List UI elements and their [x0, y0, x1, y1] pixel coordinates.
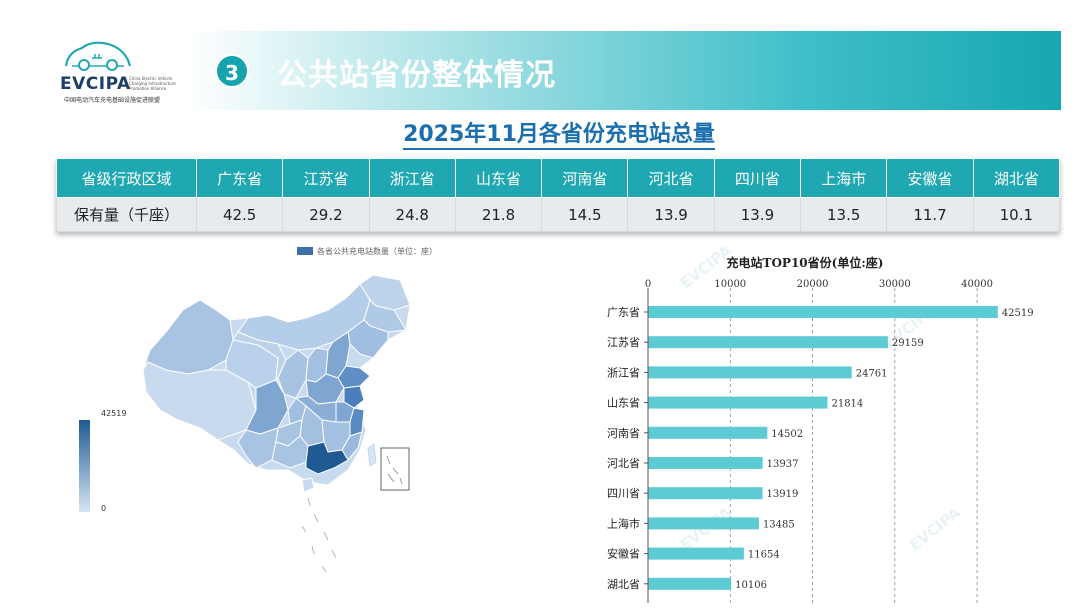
chart-x-tick-label: 40000	[961, 279, 993, 290]
section-title: 公共站省份整体情况	[277, 58, 556, 93]
chart-category-label: 上海市	[607, 516, 640, 530]
chart-x-tick-label: 20000	[797, 279, 829, 290]
map-region-gansu[interactable]	[232, 331, 287, 382]
chart-data-label: 10106	[735, 580, 767, 591]
table-header-cell: 湖北省	[972, 158, 1061, 198]
chart-bar[interactable]	[648, 336, 888, 349]
chart-data-label: 13485	[763, 519, 795, 530]
chart-x-tick-label: 30000	[879, 279, 911, 290]
visual-scale-min: 0	[101, 504, 107, 513]
visual-scale-gradient[interactable]	[79, 420, 90, 512]
table-value-cell: 24.8	[368, 197, 456, 232]
chart-category-label: 江苏省	[607, 336, 640, 349]
province-table: 省级行政区域 广东省 江苏省 浙江省 山东省 河南省 河北省 四川省 上海市 安…	[56, 158, 1061, 232]
chart-value-labels: 42519 29159 24761 21814 14502 13937 13919 13485…	[735, 308, 1033, 591]
table-header-cell: 四川省	[713, 158, 802, 198]
chart-bar[interactable]	[648, 426, 768, 439]
table-header-cell: 安徽省	[886, 158, 974, 198]
chart-category-label: 安徽省	[607, 547, 640, 561]
chart-x-tick-label: 10000	[714, 279, 746, 290]
chart-bar[interactable]	[648, 457, 763, 469]
table-header-cell: 浙江省	[368, 158, 456, 198]
map-region-taiwan[interactable]	[367, 443, 377, 467]
chart-data-label: 14502	[771, 429, 803, 440]
map-legend-swatch	[297, 247, 313, 255]
map-region-xinjiang[interactable]	[142, 299, 234, 375]
map-legend[interactable]: 各省公共充电站数量（单位：座）	[297, 246, 437, 257]
table-header-label: 省级行政区域	[56, 158, 197, 198]
table-value-cell: 29.2	[282, 197, 370, 232]
map-region-jiangsu[interactable]	[343, 385, 365, 409]
table-header-cell: 河南省	[541, 158, 629, 198]
chart-data-label: 13937	[767, 459, 799, 470]
map-legend-label: 各省公共充电站数量（单位：座）	[317, 247, 437, 256]
table-value-cell: 14.5	[541, 197, 629, 232]
chart-data-label: 29159	[892, 338, 924, 349]
table-value-cell: 10.1	[972, 197, 1061, 232]
table-value-row: 保有量（千座） 42.5 29.2 24.8 21.8 14.5 13.9 13…	[56, 197, 1061, 232]
table-value-cell: 13.9	[627, 197, 715, 232]
chart-category-label: 河北省	[607, 457, 640, 470]
table-value-cell: 13.5	[800, 197, 888, 232]
chart-x-tick-label: 0	[645, 279, 651, 290]
chart-bar[interactable]	[648, 306, 998, 318]
table-header-cell: 江苏省	[282, 158, 370, 198]
table-value-cell: 21.8	[454, 197, 543, 232]
map-region-hainan[interactable]	[301, 477, 315, 493]
section-banner	[188, 31, 1061, 110]
table-row-label: 保有量（千座）	[56, 197, 197, 232]
page-title: 2025年11月各省份充电站总量	[0, 116, 1080, 150]
chart-data-label: 11654	[748, 550, 780, 561]
table-header-cell: 山东省	[454, 158, 543, 198]
table-value-cell: 13.9	[713, 197, 802, 232]
logo-tagline: China Electric Vehicle Charging Infrastr…	[129, 76, 176, 91]
table-header-row: 省级行政区域 广东省 江苏省 浙江省 山东省 河南省 河北省 四川省 上海市 安…	[56, 158, 1061, 198]
evcipa-logo: EVCIPA China Electric Vehicle Charging I…	[58, 38, 178, 108]
chart-data-label: 24761	[856, 368, 888, 379]
chart-category-label: 河南省	[607, 427, 640, 440]
logo-brand: EVCIPA	[60, 74, 131, 94]
chart-bar[interactable]	[648, 366, 852, 379]
chart-category-label: 浙江省	[607, 366, 640, 379]
chart-title: 充电站TOP10省份(单位:座)	[727, 255, 884, 270]
map-region-shaanxi[interactable]	[277, 349, 309, 399]
map-south-sea-inset	[380, 447, 410, 491]
table-value-cell: 42.5	[195, 197, 284, 232]
chart-data-label: 13919	[767, 489, 799, 500]
table-header-cell: 广东省	[195, 158, 284, 198]
logo-cn-name: 中国电动汽车充电基础设施促进联盟	[64, 97, 161, 104]
map-visual-scale[interactable]: 42519 0	[76, 409, 126, 516]
map-south-sea-islands	[301, 497, 337, 573]
section-number-badge: 3	[215, 54, 249, 88]
visual-scale-max: 42519	[101, 409, 127, 418]
map-region-guangdong[interactable]	[305, 441, 349, 475]
chart-bar[interactable]	[648, 396, 828, 409]
table-header-cell: 上海市	[800, 158, 888, 198]
table-header-cell: 河北省	[627, 158, 715, 198]
top10-bar-chart: 充电站TOP10省份(单位:座) 0 10000 20000 30000 40000 广…	[607, 255, 1034, 603]
table-value-cell: 11.7	[886, 197, 974, 232]
car-plug-icon	[64, 41, 132, 71]
chart-x-ticks: 0 10000 20000 30000 40000	[645, 279, 993, 290]
map-inset-dashes	[386, 455, 403, 485]
chart-bar[interactable]	[648, 487, 763, 500]
chart-bar[interactable]	[648, 577, 732, 590]
chart-grid	[729, 288, 978, 603]
chart-category-label: 山东省	[607, 397, 640, 410]
chart-data-label: 21814	[831, 399, 863, 410]
chart-bar[interactable]	[648, 517, 759, 530]
chart-category-label: 湖北省	[607, 578, 640, 591]
chart-category-label: 广东省	[607, 306, 640, 319]
chart-data-label: 42519	[1002, 308, 1034, 319]
chart-bars	[644, 306, 998, 590]
china-province-map[interactable]	[138, 270, 468, 585]
chart-category-label: 四川省	[607, 487, 640, 500]
page-title-text: 2025年11月各省份充电站总量	[403, 122, 715, 150]
chart-bar[interactable]	[648, 547, 744, 560]
